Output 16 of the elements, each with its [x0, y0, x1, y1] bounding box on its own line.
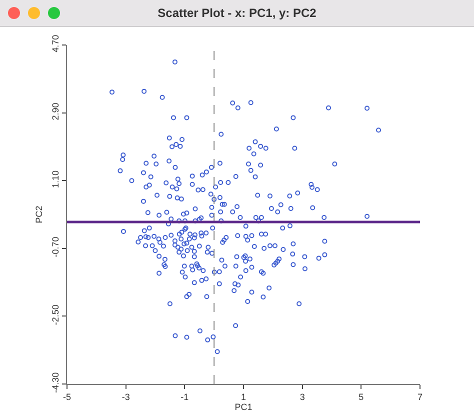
x-tick-label: 1 [240, 392, 246, 402]
y-tick-label: -4.30 [50, 372, 60, 393]
x-tick-label: -1 [180, 392, 189, 402]
y-axis-title: PC2 [34, 206, 44, 224]
x-tick-label: -5 [62, 392, 72, 402]
y-tick-label: -0.70 [50, 236, 60, 258]
x-tick-label: 3 [300, 392, 305, 402]
x-tick-label: 7 [417, 392, 423, 402]
x-tick-label: -3 [122, 392, 130, 402]
chart-title: Scatter Plot - x: PC1, y: PC2 [0, 0, 474, 26]
y-tick-label: -2.50 [50, 304, 60, 326]
y-tick-label: 2.90 [50, 102, 60, 120]
y-tick-label: 4.70 [50, 34, 60, 52]
x-axis-title: PC1 [234, 402, 252, 412]
x-tick-label: 5 [358, 392, 364, 402]
y-tick-label: 1.10 [50, 170, 60, 188]
